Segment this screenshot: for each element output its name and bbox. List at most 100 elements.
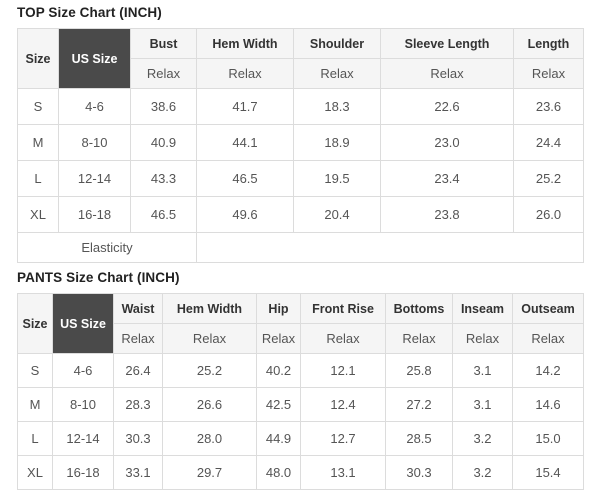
- us-size-column-header: US Size: [58, 28, 131, 89]
- value-cell: 23.8: [380, 196, 514, 233]
- pants-chart-title: PANTS Size Chart (INCH): [17, 270, 180, 285]
- value-cell: 44.1: [196, 124, 294, 161]
- fit-label-cell: Relax: [452, 323, 513, 354]
- value-cell: 15.4: [512, 455, 584, 490]
- us-size-cell: 16-18: [52, 455, 114, 490]
- value-cell: 26.6: [162, 387, 257, 422]
- table-row: M 8-10 40.9 44.1 18.9 23.0 24.4: [17, 124, 584, 161]
- size-column-header: Size: [17, 293, 53, 354]
- pants-column-header-row: Size US Size Waist Hem Width Hip Front Rise…: [17, 293, 584, 354]
- size-cell: XL: [17, 196, 59, 233]
- value-cell: 46.5: [196, 160, 294, 197]
- pants-size-table: Size US Size Waist Hem Width Hip Front Rise…: [17, 293, 584, 490]
- size-cell: M: [17, 387, 53, 422]
- column-header-front-rise: Front Rise: [300, 293, 386, 324]
- us-size-cell: 8-10: [58, 124, 131, 161]
- column-header-bust: Bust: [130, 28, 197, 59]
- value-cell: 40.9: [130, 124, 197, 161]
- elasticity-label-cell: Elasticity: [17, 232, 197, 263]
- value-cell: 28.0: [162, 421, 257, 456]
- size-cell: L: [17, 421, 53, 456]
- value-cell: 33.1: [113, 455, 163, 490]
- pants-fit-row: Relax Relax Relax Relax Relax Relax Relax: [18, 323, 584, 354]
- value-cell: 25.2: [162, 353, 257, 388]
- us-size-column-header: US Size: [52, 293, 114, 354]
- top-table-footer: Elasticity: [17, 232, 584, 263]
- table-row: M 8-10 28.3 26.6 42.5 12.4 27.2 3.1 14.6: [17, 387, 584, 422]
- pants-table-header: Size US Size Waist Hem Width Hip Front Rise…: [17, 293, 584, 354]
- column-header-inseam: Inseam: [452, 293, 513, 324]
- value-cell: 38.6: [130, 88, 197, 125]
- value-cell: 20.4: [293, 196, 381, 233]
- column-header-waist: Waist: [113, 293, 163, 324]
- top-column-header-row: Size US Size Bust Hem Width Shoulder Sleeve…: [17, 28, 584, 89]
- column-header-outseam: Outseam: [512, 293, 584, 324]
- value-cell: 46.5: [130, 196, 197, 233]
- table-row: L 12-14 43.3 46.5 19.5 23.4 25.2: [17, 160, 584, 197]
- column-header-shoulder: Shoulder: [293, 28, 381, 59]
- value-cell: 30.3: [113, 421, 163, 456]
- value-cell: 3.1: [452, 387, 513, 422]
- value-cell: 48.0: [256, 455, 301, 490]
- us-size-cell: 16-18: [58, 196, 131, 233]
- fit-label-cell: Relax: [300, 323, 386, 354]
- fit-label-cell: Relax: [512, 323, 584, 354]
- fit-label-cell: Relax: [130, 58, 197, 89]
- value-cell: 41.7: [196, 88, 294, 125]
- size-cell: L: [17, 160, 59, 197]
- size-column-header: Size: [17, 28, 59, 89]
- size-cell: S: [17, 88, 59, 125]
- elasticity-row: Elasticity: [17, 232, 584, 263]
- column-header-bottoms: Bottoms: [385, 293, 453, 324]
- top-fit-row: Relax Relax Relax Relax Relax: [18, 58, 584, 89]
- fit-label-cell: Relax: [380, 58, 514, 89]
- size-cell: M: [17, 124, 59, 161]
- value-cell: 30.3: [385, 455, 453, 490]
- value-cell: 24.4: [513, 124, 584, 161]
- us-size-cell: 4-6: [52, 353, 114, 388]
- value-cell: 28.5: [385, 421, 453, 456]
- fit-label-cell: Relax: [162, 323, 257, 354]
- column-header-hem-width: Hem Width: [162, 293, 257, 324]
- top-table-body: S 4-6 38.6 41.7 18.3 22.6 23.6 M 8-10 40.9 44.1 18.…: [17, 88, 584, 233]
- value-cell: 18.3: [293, 88, 381, 125]
- value-cell: 44.9: [256, 421, 301, 456]
- value-cell: 22.6: [380, 88, 514, 125]
- value-cell: 26.0: [513, 196, 584, 233]
- us-size-cell: 12-14: [52, 421, 114, 456]
- column-header-length: Length: [513, 28, 584, 59]
- value-cell: 23.4: [380, 160, 514, 197]
- fit-label-cell: Relax: [196, 58, 294, 89]
- value-cell: 29.7: [162, 455, 257, 490]
- value-cell: 13.1: [300, 455, 386, 490]
- value-cell: 12.7: [300, 421, 386, 456]
- table-row: XL 16-18 46.5 49.6 20.4 23.8 26.0: [17, 196, 584, 233]
- value-cell: 3.1: [452, 353, 513, 388]
- elasticity-empty-cell: [196, 232, 584, 263]
- top-chart-title: TOP Size Chart (INCH): [17, 5, 162, 20]
- value-cell: 26.4: [113, 353, 163, 388]
- table-row: XL 16-18 33.1 29.7 48.0 13.1 30.3 3.2 15.4: [17, 455, 584, 490]
- value-cell: 14.2: [512, 353, 584, 388]
- value-cell: 19.5: [293, 160, 381, 197]
- size-cell: XL: [17, 455, 53, 490]
- value-cell: 12.1: [300, 353, 386, 388]
- us-size-cell: 8-10: [52, 387, 114, 422]
- value-cell: 25.2: [513, 160, 584, 197]
- fit-label-cell: Relax: [513, 58, 584, 89]
- table-row: S 4-6 38.6 41.7 18.3 22.6 23.6: [17, 88, 584, 125]
- value-cell: 40.2: [256, 353, 301, 388]
- value-cell: 49.6: [196, 196, 294, 233]
- value-cell: 28.3: [113, 387, 163, 422]
- value-cell: 42.5: [256, 387, 301, 422]
- value-cell: 27.2: [385, 387, 453, 422]
- table-row: S 4-6 26.4 25.2 40.2 12.1 25.8 3.1 14.2: [17, 353, 584, 388]
- value-cell: 18.9: [293, 124, 381, 161]
- value-cell: 25.8: [385, 353, 453, 388]
- pants-table-body: S 4-6 26.4 25.2 40.2 12.1 25.8 3.1 14.2 M 8-10 28.3…: [17, 353, 584, 490]
- value-cell: 23.6: [513, 88, 584, 125]
- value-cell: 43.3: [130, 160, 197, 197]
- column-header-hem-width: Hem Width: [196, 28, 294, 59]
- top-size-table: Size US Size Bust Hem Width Shoulder Sleeve…: [17, 28, 584, 263]
- value-cell: 23.0: [380, 124, 514, 161]
